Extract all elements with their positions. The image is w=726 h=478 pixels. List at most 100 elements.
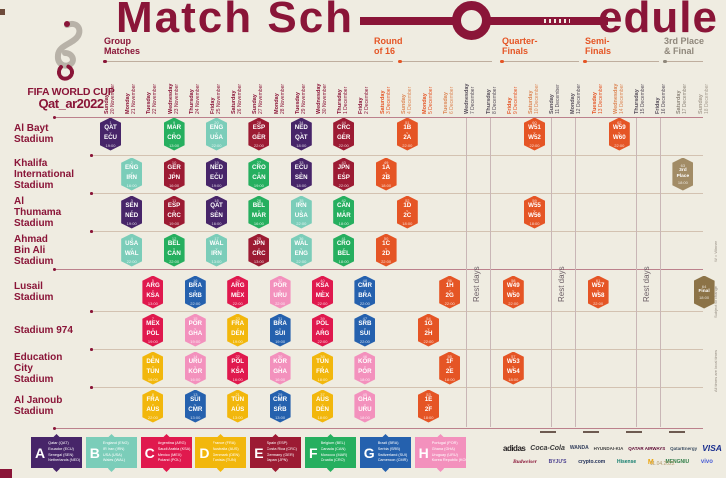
sponsor-logo-visa: VISA	[702, 443, 722, 453]
date-header: Friday 25 November	[210, 62, 222, 114]
group-team: Serbia (SRB)	[377, 446, 401, 451]
group-team: Belgium (BEL)	[320, 441, 346, 446]
group-legend-box-c: C Argentina (ARG) Saudi Arabia (KSA) Mexico…	[140, 433, 192, 472]
match-number: 8	[151, 392, 154, 397]
match-away-team: BRA	[358, 292, 372, 300]
match-badge: 61 W57 v W58 22:00	[587, 275, 609, 309]
match-vs: v	[236, 364, 239, 369]
match-badge: 23 FRA v DEN 19:00	[227, 313, 249, 347]
match-badge: 8 FRA v AUS 22:00	[142, 389, 164, 423]
page-title: Match Sch	[116, 0, 355, 42]
match-vs: v	[300, 246, 303, 251]
match-vs: v	[258, 246, 260, 251]
match-badge: 57 W53 v W54 18:00	[502, 351, 524, 385]
match-away-team: AUS	[231, 406, 245, 414]
group-team: Japan (JPN)	[266, 458, 288, 463]
match-number: 30	[277, 354, 283, 359]
row-divider-dot	[90, 192, 93, 195]
match-badge: 2 ENG v IRN 16:00	[121, 157, 143, 191]
group-team: Germany (GER)	[266, 452, 294, 457]
date-value: 15 December	[639, 83, 646, 114]
phase-dot-round-of-16	[398, 59, 402, 63]
phase-dot-quarter-finals	[500, 59, 504, 63]
row-divider-major	[55, 117, 703, 118]
match-away-team: SUI	[359, 330, 371, 338]
legend-bump-top	[162, 433, 170, 441]
match-away-team: SRB	[188, 292, 202, 300]
match-number: 27	[256, 160, 262, 165]
sponsor-logo-mcdonald-s: M	[647, 458, 654, 466]
match-badge: 58 W49 v W50 22:00	[502, 275, 524, 309]
group-team-list: Argentina (ARG) Saudi Arabia (KSA) Mexico …	[158, 441, 192, 463]
phase-underline-third-place-final	[664, 61, 703, 62]
match-time: 18:00	[423, 414, 434, 420]
match-away-team: MAR	[251, 212, 266, 220]
row-divider-dot	[53, 427, 56, 430]
match-time: 22:00	[423, 338, 434, 344]
match-vs: v	[321, 288, 324, 293]
match-badge: 56 1H v 2G 22:00	[439, 275, 461, 309]
match-number: 23	[235, 316, 240, 321]
match-badge: 4 USA v WAL 22:00	[121, 233, 143, 267]
date-header: Thursday 1 December	[337, 62, 349, 114]
match-number: 50	[383, 236, 389, 241]
match-home-team: GER	[167, 164, 181, 171]
group-team: Ecuador (ECU)	[48, 446, 74, 451]
match-number: 56	[447, 278, 452, 283]
match-home-team: CAN	[336, 202, 351, 209]
match-home-team: 1H	[445, 282, 454, 289]
match-time: 22:00	[508, 300, 519, 306]
date-header: Wednesday 30 November	[316, 62, 328, 114]
match-badge: 41 CRO v BEL 18:00	[333, 233, 355, 267]
match-number: 16	[193, 278, 198, 283]
match-vs: v	[406, 208, 409, 213]
group-legend-box-g: G Brazil (BRA) Serbia (SRB) Switzerland (SU…	[359, 433, 411, 472]
match-away-team: 2B	[382, 174, 391, 182]
group-letter: H	[418, 444, 429, 461]
match-vs: v	[300, 170, 303, 175]
match-time: 22:00	[359, 300, 370, 306]
match-home-team: NED	[294, 124, 308, 131]
group-legend-box-h: H Portugal (POR) Ghana (GHA) Uruguay (URU) K…	[414, 433, 466, 472]
match-time: 19:00	[211, 182, 222, 188]
qatar-2022-emblem-icon	[54, 21, 83, 81]
match-number: 22	[235, 354, 240, 359]
phase-divider-vertical	[575, 118, 576, 427]
margin-note: All times are local times	[713, 349, 718, 392]
group-team-list: France (FRA) Australia (AUS) Denmark (DEN)…	[213, 441, 247, 463]
match-time: 16:00	[253, 220, 264, 226]
row-divider-dot	[90, 348, 93, 351]
date-value: 6 December	[448, 86, 455, 114]
match-vs: v	[597, 288, 599, 293]
match-badge: 16 BRA v SRB 22:00	[184, 275, 206, 309]
match-number: 19	[214, 160, 219, 165]
match-away-team: IRN	[126, 174, 138, 182]
match-vs: v	[533, 130, 536, 135]
match-home-team: ENG	[124, 164, 139, 171]
match-vs: v	[364, 402, 366, 407]
match-home-team: 1D	[403, 202, 412, 209]
match-vs: v	[533, 208, 536, 213]
match-number: 17	[214, 236, 219, 241]
match-home-team: SRB	[358, 320, 372, 327]
group-team-list: Spain (ESP) Costa Rica (CRC) Germany (GER)…	[267, 441, 302, 463]
match-vs: v	[279, 402, 281, 407]
match-number: 13	[193, 392, 198, 397]
rest-days-label: Rest days	[557, 266, 566, 302]
match-time: 16:00	[169, 182, 180, 188]
match-time: 22:00	[338, 142, 349, 148]
group-team: Wales (WAL)	[102, 458, 126, 463]
date-value: 16 December	[660, 83, 667, 114]
date-header: Wednesday 7 December	[464, 62, 476, 114]
date-header: Sunday 11 December	[549, 62, 561, 114]
qatar-2022-wordmark: Qat_ar2022	[38, 96, 104, 111]
match-time: 22:00	[359, 338, 370, 344]
sponsor-divider	[540, 431, 556, 433]
match-away-team: AUS	[146, 406, 160, 414]
date-header: Friday 2 December	[358, 62, 370, 114]
match-home-team: 1A	[382, 164, 391, 171]
match-time: 22:00	[317, 338, 328, 344]
match-home-team: BRA	[273, 320, 287, 327]
match-time: 13:00	[147, 300, 158, 306]
phase-divider-vertical	[551, 118, 552, 427]
